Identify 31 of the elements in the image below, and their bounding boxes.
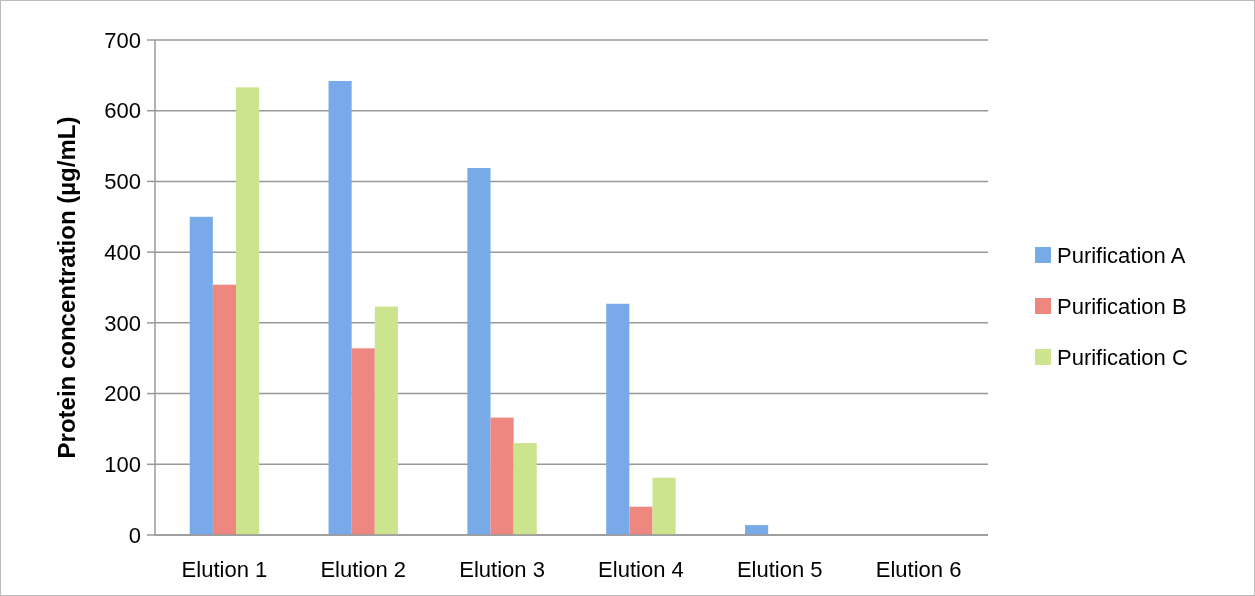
y-tick-label: 500 <box>104 169 141 195</box>
y-tick-label: 100 <box>104 451 141 477</box>
bar <box>189 216 213 535</box>
bar <box>212 284 236 535</box>
bar <box>328 81 352 535</box>
x-tick-label: Elution 1 <box>181 557 268 582</box>
y-tick-label: 0 <box>128 522 141 548</box>
y-tick-label: 300 <box>104 310 141 336</box>
bar <box>351 348 375 535</box>
y-tick-label: 600 <box>104 98 141 124</box>
bar <box>235 87 260 535</box>
legend-label: Purification C <box>1057 344 1188 370</box>
y-axis-title: Protein concentration (µg/mL) <box>53 116 80 459</box>
bar <box>606 303 630 535</box>
y-tick-label: 400 <box>104 239 141 265</box>
y-tick-label: 700 <box>104 27 141 53</box>
bar <box>467 167 491 535</box>
x-tick-label: Elution 5 <box>736 557 823 582</box>
x-tick-label: Elution 4 <box>598 557 684 582</box>
y-tick-label: 200 <box>104 381 141 407</box>
bar <box>490 417 514 535</box>
bar <box>652 477 676 535</box>
legend-label: Purification B <box>1057 293 1187 319</box>
bar <box>745 525 769 535</box>
bar <box>513 443 537 535</box>
bar <box>374 306 398 535</box>
bar <box>629 506 653 535</box>
x-tick-label: Elution 3 <box>459 557 545 582</box>
x-tick-label: Elution 2 <box>320 557 407 582</box>
x-tick-label: Elution 6 <box>875 557 962 582</box>
legend-label: Purification A <box>1057 242 1186 268</box>
